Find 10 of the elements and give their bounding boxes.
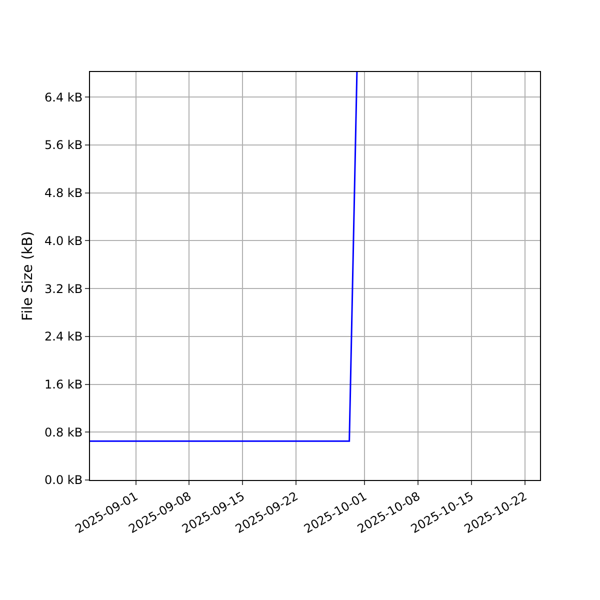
y-tick-label: 1.6 kB <box>44 377 83 392</box>
y-tick-label: 6.4 kB <box>44 90 83 104</box>
y-tick-label: 4.8 kB <box>44 186 83 200</box>
y-tick-label: 3.2 kB <box>44 282 83 296</box>
y-tick-label: 0.0 kB <box>44 473 83 488</box>
y-tick-label: 0.8 kB <box>44 425 83 440</box>
y-tick-label: 4.0 kB <box>44 234 83 248</box>
y-tick-label: 5.6 kB <box>44 138 83 152</box>
y-tick-label: 2.4 kB <box>44 330 83 344</box>
y-axis-title: File Size (kB) <box>20 231 36 321</box>
